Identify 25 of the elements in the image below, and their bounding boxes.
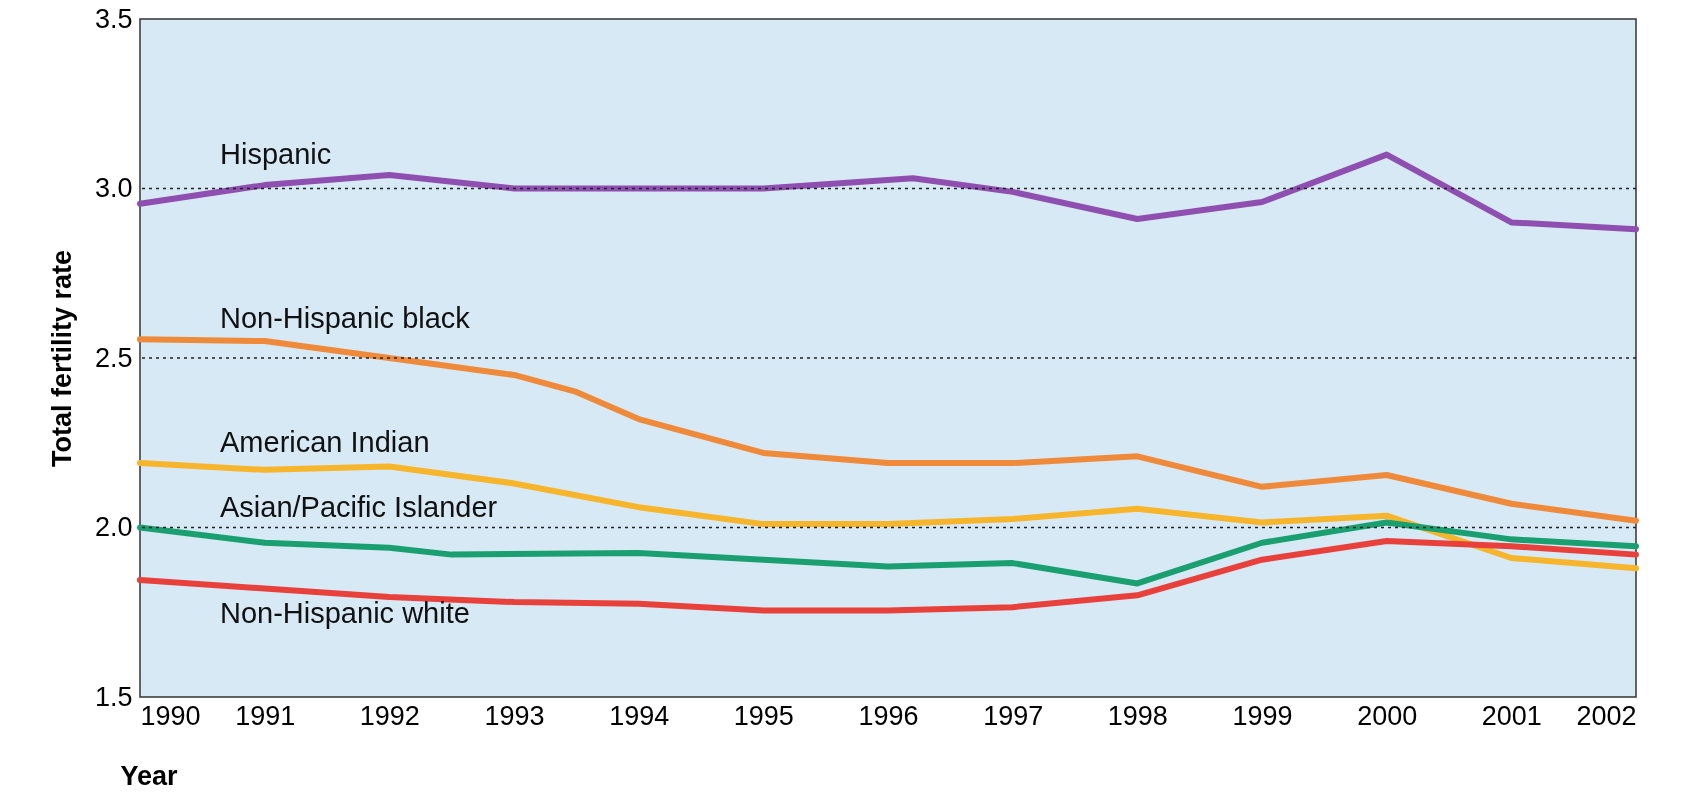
series-label: Asian/Pacific Islander (220, 490, 498, 523)
x-tick-label: 1991 (235, 700, 296, 731)
x-tick-label: 1994 (609, 700, 670, 731)
y-tick-label: 1.5 (94, 681, 133, 712)
x-tick-label: 1997 (983, 700, 1044, 731)
y-axis-title: Total fertility rate (46, 249, 77, 468)
y-tick-label: 2.5 (94, 342, 133, 373)
series-label: American Indian (220, 426, 430, 459)
series-label: Hispanic (220, 137, 332, 170)
x-tick-label: 1990 (140, 700, 201, 731)
x-tick-label: 1993 (484, 700, 545, 731)
y-tick-label: 3.5 (94, 3, 133, 34)
x-tick-label: 2002 (1576, 700, 1637, 731)
x-axis-title: Year (120, 760, 179, 791)
x-tick-label: 1999 (1232, 700, 1293, 731)
x-tick-label: 1992 (359, 700, 420, 731)
series-label: Non-Hispanic black (220, 302, 471, 335)
x-tick-label: 1998 (1107, 700, 1168, 731)
x-tick-label: 2001 (1481, 700, 1542, 731)
x-tick-label: 2000 (1357, 700, 1418, 731)
series-label: Non-Hispanic white (220, 597, 470, 630)
x-tick-label: 1995 (733, 700, 794, 731)
y-tick-label: 3.0 (94, 173, 133, 203)
x-tick-label: 1996 (858, 700, 919, 731)
y-tick-label: 2.0 (94, 512, 133, 542)
